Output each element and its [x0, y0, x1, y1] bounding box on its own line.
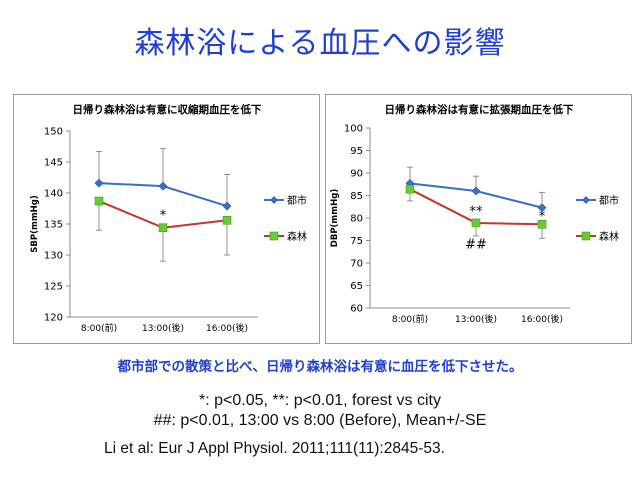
- x-tick-label: 13:00(後): [455, 313, 497, 325]
- forest-point: [405, 184, 415, 194]
- y-tick-label: 90: [350, 169, 363, 180]
- y-tick-label: 125: [44, 282, 63, 293]
- y-tick-label: 120: [44, 313, 63, 324]
- y-tick-label: 80: [350, 214, 363, 225]
- forest-legend-label: 森林: [287, 230, 307, 243]
- city-legend-label: 都市: [599, 194, 619, 207]
- summary-text: 都市部での散策と比べ、日帰り森林浴は有意に血圧を低下させた。: [117, 359, 523, 375]
- forest-point: [471, 218, 481, 228]
- significance-mark: **: [470, 204, 484, 219]
- city-point: [537, 203, 547, 213]
- y-tick-label: 85: [350, 191, 363, 202]
- dbp-chart-panel: 日帰り森林浴は有意に拡張期血圧を低下 DBP(mmHg) 60 65 70 75 80 85 9…: [325, 94, 632, 344]
- y-tick-label: 130: [44, 251, 63, 262]
- forest-legend-label: 森林: [599, 230, 619, 243]
- y-tick-label: 95: [350, 146, 363, 157]
- y-tick-label: 60: [350, 304, 363, 315]
- chart-title: 日帰り森林浴は有意に拡張期血圧を低下: [385, 103, 574, 116]
- city-point: [158, 181, 168, 191]
- forest-legend-marker: [269, 231, 279, 241]
- city-legend-marker: [270, 196, 278, 204]
- sbp-chart-panel: 日帰り森林浴は有意に収縮期血圧を低下 SBP(mmHg) 120 125 130 135 1…: [13, 94, 320, 344]
- city-legend-label: 都市: [287, 194, 307, 207]
- y-tick-label: 75: [350, 236, 363, 247]
- forest-legend-marker: [581, 231, 591, 241]
- forest-point: [94, 196, 104, 206]
- time-significance-note: ##: p<0.01, 13:00 vs 8:00 (Before), Mean…: [153, 412, 487, 429]
- y-tick-label: 145: [44, 158, 63, 169]
- x-tick-label: 8:00(前): [81, 322, 117, 334]
- significance-note: *: p<0.05, **: p<0.01, forest vs city: [199, 392, 441, 409]
- chart-title: 日帰り森林浴は有意に収縮期血圧を低下: [73, 103, 262, 116]
- y-tick-label: 65: [350, 281, 363, 292]
- x-tick-label: 16:00(後): [521, 313, 563, 325]
- y-tick-label: 150: [44, 127, 63, 138]
- forest-point: [222, 215, 232, 225]
- y-tick-label: 140: [44, 189, 63, 200]
- y-axis-label: SBP(mmHg): [30, 195, 40, 253]
- x-tick-label: 16:00(後): [206, 322, 248, 334]
- x-tick-label: 13:00(後): [142, 322, 184, 334]
- significance-mark: *: [160, 209, 167, 224]
- x-tick-label: 8:00(前): [392, 313, 428, 325]
- sbp-chart: 日帰り森林浴は有意に収縮期血圧を低下 SBP(mmHg) 120 125 130 135 1…: [30, 103, 307, 334]
- city-point: [222, 201, 232, 211]
- city-point: [471, 186, 481, 196]
- y-axis-label: DBP(mmHg): [330, 189, 340, 248]
- y-tick-label: 100: [344, 124, 363, 135]
- forest-point: [158, 223, 168, 233]
- city-point: [94, 178, 104, 188]
- y-tick-label: 135: [44, 220, 63, 231]
- y-tick-label: 70: [350, 259, 363, 270]
- forest-point: [537, 220, 547, 229]
- slide-title: 森林浴による血圧への影響: [134, 26, 506, 61]
- significance-mark: *: [539, 209, 546, 224]
- citation: Li et al: Eur J Appl Physiol. 2011;111(1…: [104, 440, 445, 457]
- city-legend-marker: [582, 196, 590, 204]
- significance-mark: ##: [465, 238, 487, 253]
- dbp-chart: 日帰り森林浴は有意に拡張期血圧を低下 DBP(mmHg) 60 65 70 75 80 85 9…: [330, 103, 619, 325]
